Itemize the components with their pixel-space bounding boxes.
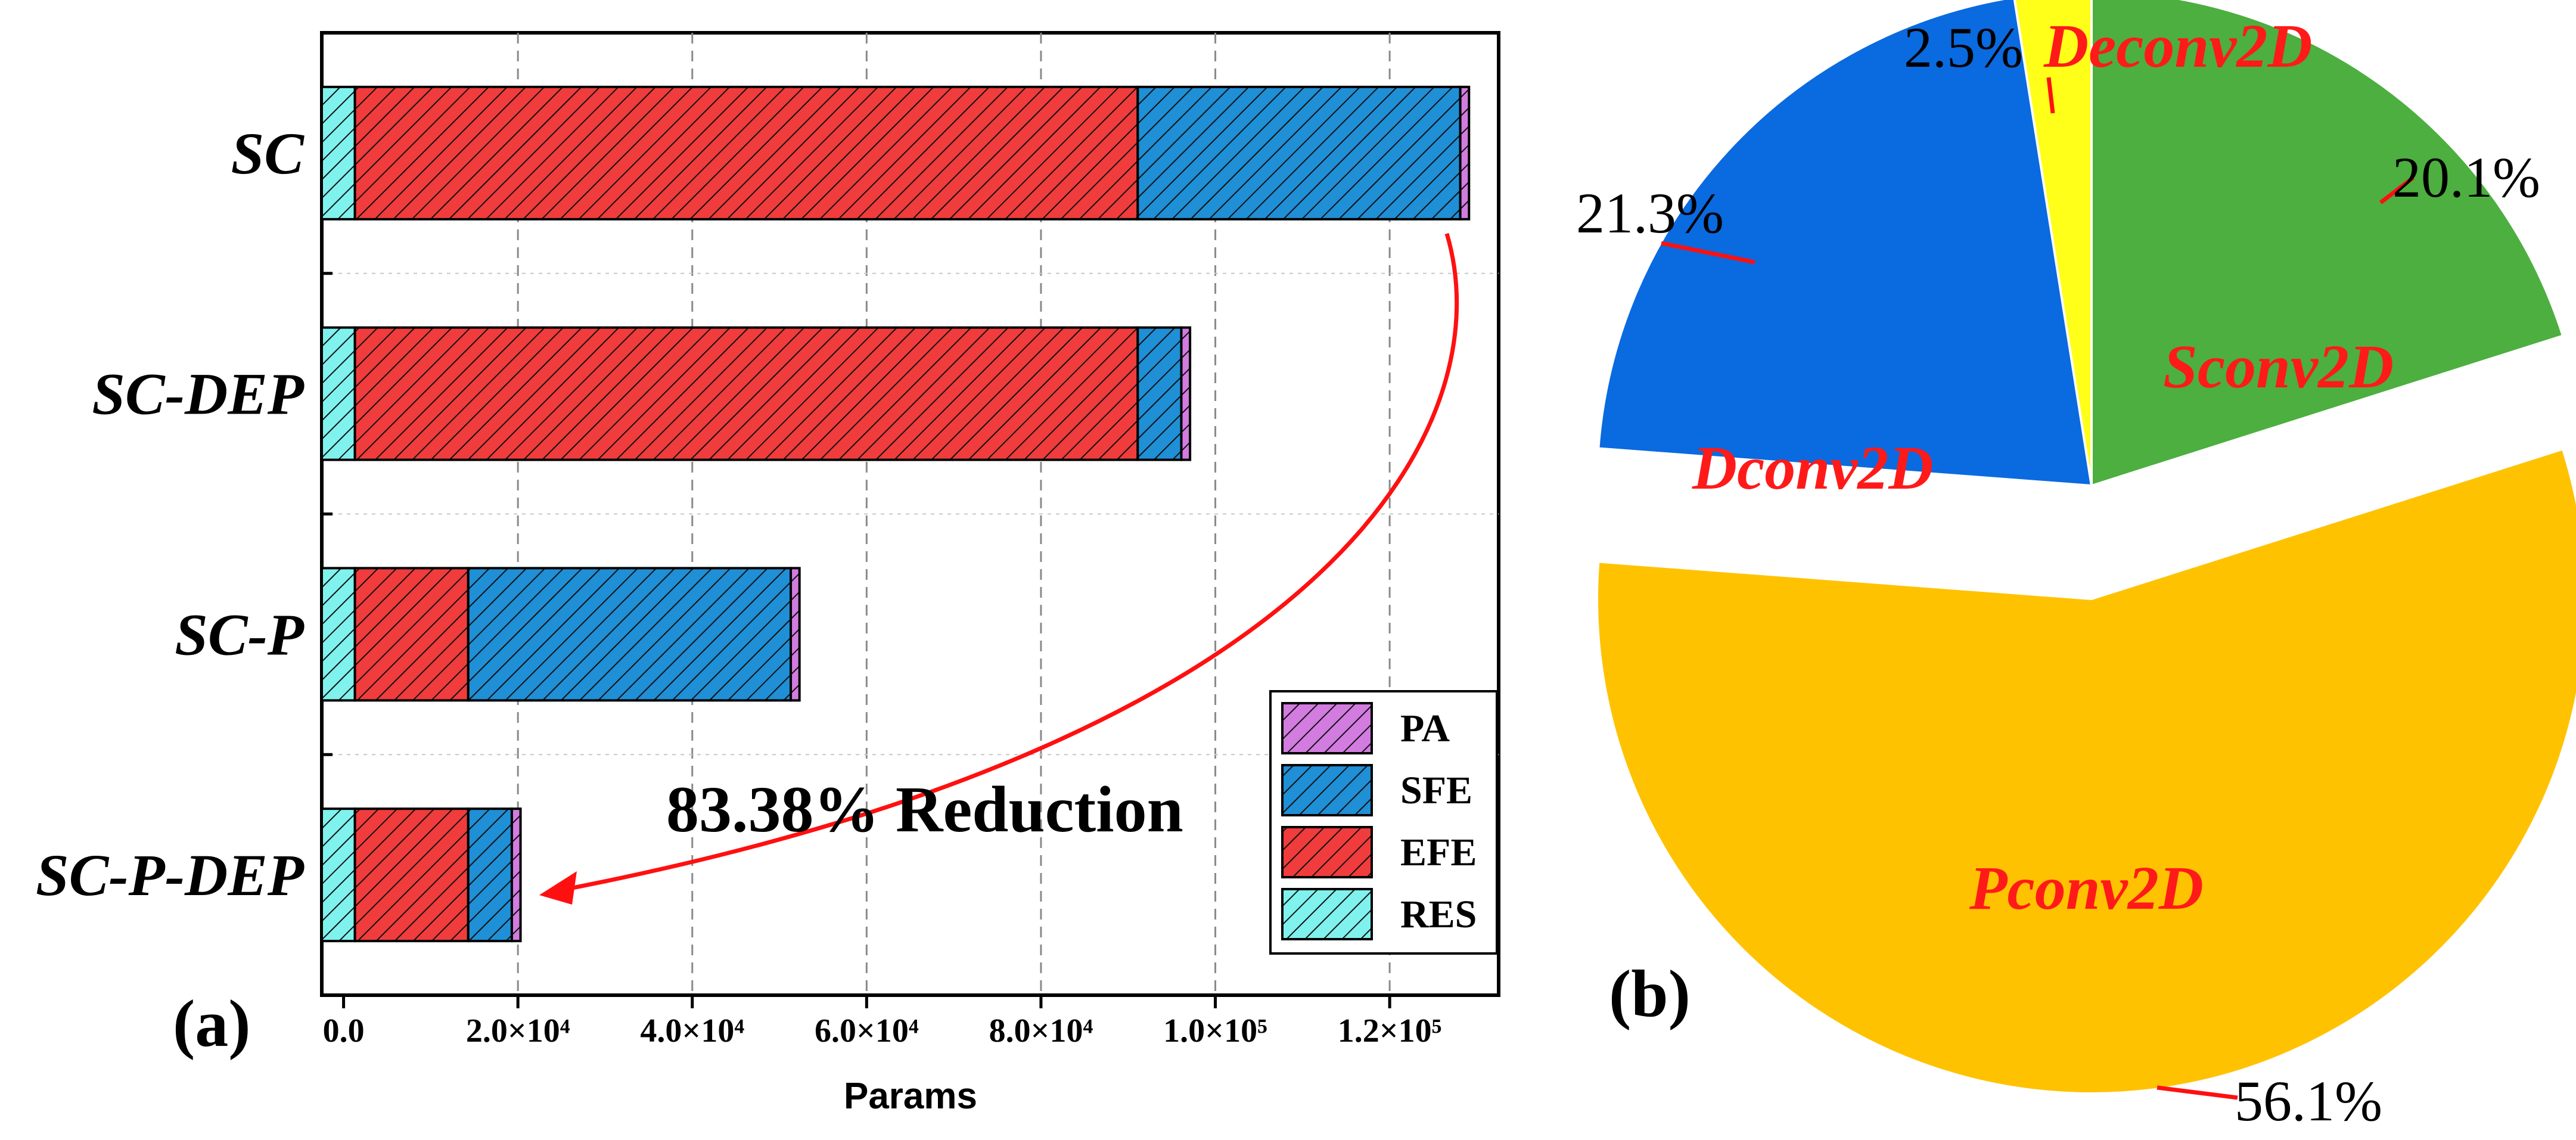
bar-sc-p-sfe bbox=[467, 567, 793, 702]
panel-label-a: (a) bbox=[173, 987, 251, 1061]
bar-sc-res bbox=[321, 85, 356, 220]
legend-label-pa: PA bbox=[1400, 707, 1450, 750]
bar-sc-p-pa bbox=[790, 567, 801, 702]
bar-sc-p-res bbox=[321, 567, 356, 702]
bar-sc-p-dep-sfe bbox=[467, 807, 513, 943]
pie-slice-pconv2d bbox=[1596, 447, 2576, 1095]
x-tick-label-5: 1.0×10⁵ bbox=[1163, 1012, 1267, 1049]
pie-slice-sconv2d bbox=[2090, 0, 2565, 487]
category-label-sc: SC bbox=[231, 120, 305, 187]
leader-line-dconv2d bbox=[1661, 241, 1755, 265]
pct-label-pconv2d: 56.1% bbox=[2235, 1069, 2382, 1133]
bar-sc-sfe bbox=[1136, 85, 1462, 220]
x-axis-label: Params bbox=[844, 1076, 977, 1117]
slice-label-deconv2d: Deconv2D bbox=[2043, 12, 2313, 80]
bar-sc-dep-sfe bbox=[1136, 326, 1183, 461]
pct-label-dconv2d: 21.3% bbox=[1576, 181, 1724, 245]
reduction-arrow bbox=[557, 233, 1459, 893]
x-tick-label-1: 2.0×10⁴ bbox=[466, 1012, 570, 1049]
legend-label-res: RES bbox=[1400, 893, 1477, 936]
pct-label-sconv2d: 20.1% bbox=[2392, 145, 2540, 209]
slice-label-pconv2d: Pconv2D bbox=[1969, 854, 2204, 922]
reduction-annotation: 83.38% Reduction bbox=[666, 773, 1183, 846]
bar-sc-efe bbox=[353, 85, 1139, 220]
pie bbox=[1596, 0, 2576, 1095]
category-label-sc-p: SC-P bbox=[175, 601, 304, 667]
slice-label-dconv2d: Dconv2D bbox=[1692, 434, 1933, 502]
category-label-sc-dep: SC-DEP bbox=[92, 361, 304, 427]
x-tick-label-3: 6.0×10⁴ bbox=[815, 1012, 919, 1049]
bar-chart-panel: SC SC-DEP SC-P SC-P-DEP 0.0 2.0×10⁴ 4.0×10⁴ 6.… bbox=[36, 31, 1500, 1117]
bar-sc-p-efe bbox=[353, 567, 470, 702]
category-labels: SC SC-DEP SC-P SC-P-DEP bbox=[36, 31, 333, 908]
leader-line-pconv2d bbox=[2156, 1085, 2238, 1100]
legend-swatch-sfe bbox=[1281, 764, 1373, 816]
bar-sc-p-dep-efe bbox=[353, 807, 470, 943]
x-tick-label-4: 8.0×10⁴ bbox=[989, 1012, 1093, 1049]
legend-swatch-efe bbox=[1281, 826, 1373, 878]
leader-line-deconv2d bbox=[2046, 77, 2055, 114]
legend: PA SFE EFE RES bbox=[1269, 690, 1498, 955]
legend-swatch-res bbox=[1281, 888, 1373, 940]
pie-chart-panel: (b) 20.1% 21.3% 2.5% 56.1% Sconv2D Dconv… bbox=[1576, 0, 2576, 1133]
legend-label-efe: EFE bbox=[1400, 831, 1477, 874]
bars bbox=[321, 85, 1471, 943]
bar-sc-pa bbox=[1459, 85, 1471, 220]
pct-label-deconv2d: 2.5% bbox=[1904, 15, 2023, 79]
bar-sc-dep-pa bbox=[1180, 326, 1192, 461]
legend-label-sfe: SFE bbox=[1400, 769, 1472, 812]
x-tick-label-6: 1.2×10⁵ bbox=[1338, 1012, 1442, 1049]
bar-sc-p-dep-res bbox=[321, 807, 356, 943]
panel-label-b: (b) bbox=[1609, 957, 1691, 1031]
legend-swatch-pa bbox=[1281, 702, 1373, 754]
slice-label-sconv2d: Sconv2D bbox=[2163, 333, 2394, 401]
bar-sc-dep-res bbox=[321, 326, 356, 461]
pie-slice-dconv2d bbox=[1597, 0, 2093, 487]
category-label-sc-p-dep: SC-P-DEP bbox=[36, 842, 304, 908]
x-tick-labels: 0.0 2.0×10⁴ 4.0×10⁴ 6.0×10⁴ 8.0×10⁴ 1.0×10⁵ 1.… bbox=[323, 995, 1442, 1049]
x-tick-label-0: 0.0 bbox=[323, 1012, 365, 1049]
bar-sc-dep-efe bbox=[353, 326, 1139, 461]
bar-sc-p-dep-pa bbox=[510, 807, 522, 943]
leader-line-sconv2d bbox=[2379, 176, 2415, 204]
reduction-arrowhead bbox=[539, 871, 577, 905]
x-tick-label-2: 4.0×10⁴ bbox=[640, 1012, 744, 1049]
pie-slice-deconv2d bbox=[2013, 0, 2093, 486]
